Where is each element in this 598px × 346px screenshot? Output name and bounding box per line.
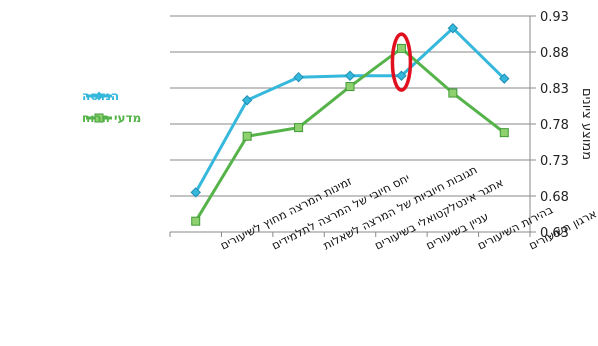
y-tick-label: 0.93 xyxy=(540,10,569,25)
data-point xyxy=(294,123,304,133)
legend-marker xyxy=(94,113,104,123)
data-point xyxy=(344,70,356,81)
legend: הנדסה מדעי הרוח xyxy=(82,89,141,125)
data-point xyxy=(190,187,201,198)
y-tick-label: 0.88 xyxy=(540,46,569,61)
series-group xyxy=(190,23,510,226)
y-tick-label: 0.83 xyxy=(540,82,569,97)
data-point xyxy=(499,128,509,138)
y-tick-label: 0.63 xyxy=(540,226,569,241)
y-axis-ticks: 0.63 0.68 0.73 0.78 0.83 0.88 0.93 xyxy=(540,10,569,241)
data-point xyxy=(447,23,459,34)
data-point xyxy=(242,131,252,141)
highlight-ellipse xyxy=(390,32,413,92)
x-axis xyxy=(169,231,531,237)
legend-label: מדעי הרוח xyxy=(82,111,141,125)
data-point xyxy=(293,71,304,83)
data-point xyxy=(396,70,407,81)
data-point xyxy=(345,82,355,92)
data-point xyxy=(396,43,406,53)
data-point xyxy=(499,73,510,84)
data-point xyxy=(191,216,201,226)
y-axis-label: ממוצע ציונים xyxy=(579,88,594,160)
legend-label: הנדסה xyxy=(82,89,119,103)
y-tick-label: 0.68 xyxy=(540,190,569,205)
y-tick-label: 0.78 xyxy=(540,118,569,133)
data-point xyxy=(448,88,458,98)
legend-marker xyxy=(94,91,104,101)
series-line-1 xyxy=(194,26,506,194)
data-point xyxy=(241,95,253,106)
y-tick-label: 0.73 xyxy=(540,154,569,169)
annotations xyxy=(390,32,413,92)
